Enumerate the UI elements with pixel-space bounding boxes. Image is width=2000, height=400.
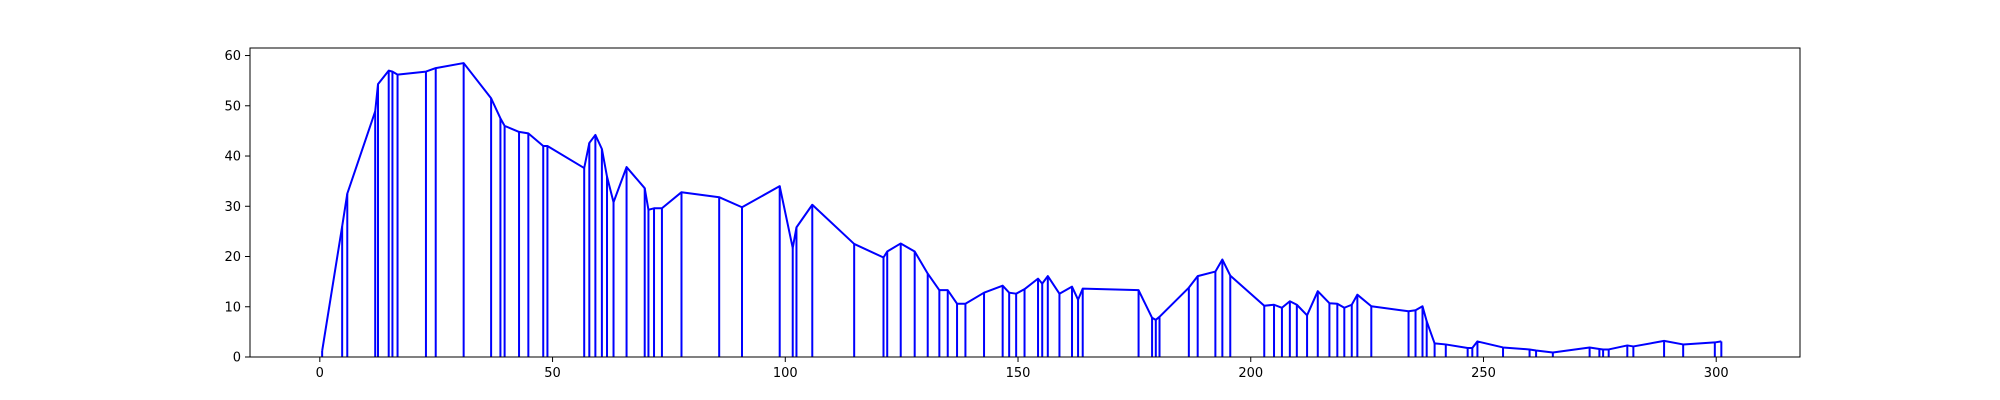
x-tick-label-50: 50 <box>544 366 561 381</box>
series-0-line <box>321 62 1722 354</box>
x-tick-label-200: 200 <box>1238 366 1263 381</box>
y-tick-label-0: 0 <box>233 351 241 366</box>
y-tick-label-20: 20 <box>224 250 241 265</box>
axis-layer: 0 50 100 150 200 250 300 0 10 20 30 40 50 60 <box>224 49 1728 381</box>
x-tick-label-150: 150 <box>1006 366 1031 381</box>
series-layer <box>321 62 1723 357</box>
x-tick-label-250: 250 <box>1471 366 1496 381</box>
plot-frame <box>249 47 1801 358</box>
y-tick-label-50: 50 <box>224 99 241 114</box>
y-tick-label-30: 30 <box>224 200 241 215</box>
x-tick-label-0: 0 <box>316 366 324 381</box>
x-tick-label-300: 300 <box>1704 366 1729 381</box>
y-tick-label-60: 60 <box>224 49 241 64</box>
y-tick-label-10: 10 <box>224 300 241 315</box>
x-tick-label-100: 100 <box>773 366 798 381</box>
y-tick-label-40: 40 <box>224 150 241 165</box>
